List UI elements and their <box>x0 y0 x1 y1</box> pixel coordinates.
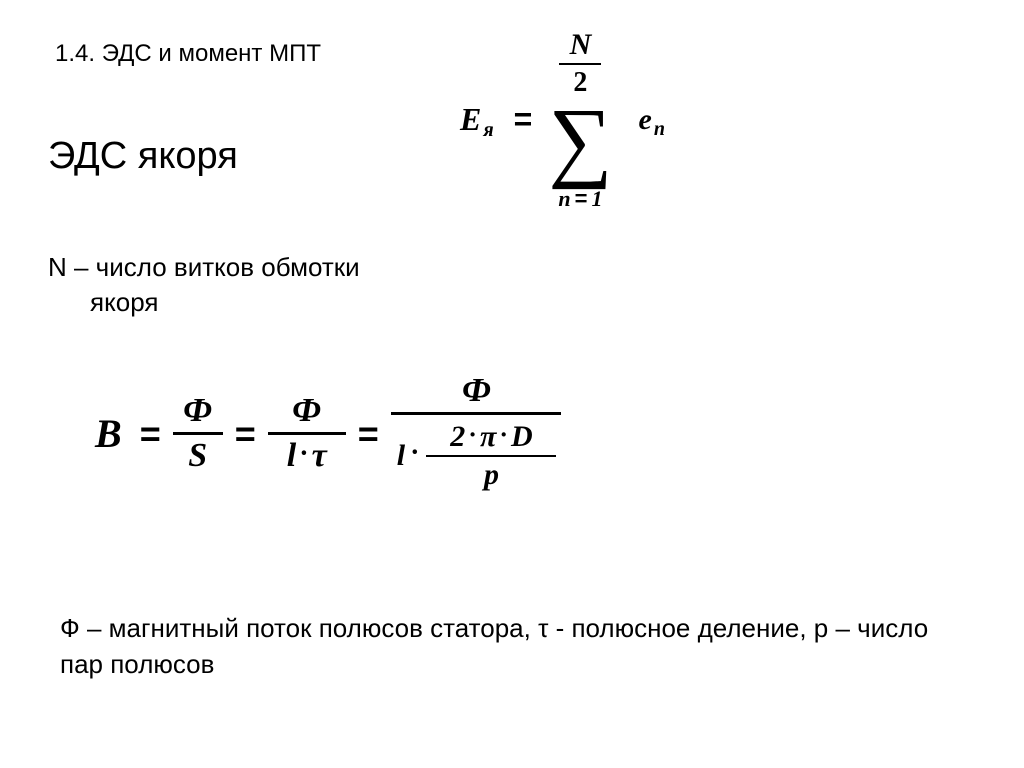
fraction-3: Ф l· 2·π·D p <box>391 370 563 497</box>
dot2: · <box>499 420 508 449</box>
sum-upper-limit: N 2 <box>559 30 601 97</box>
dot-outer: · <box>410 437 419 468</box>
section-number: 1.4. ЭДС и момент МПТ <box>55 40 321 68</box>
subfrac-den: p <box>478 457 505 493</box>
lower-eq: = <box>575 186 588 211</box>
sub-2: 2 <box>450 420 465 453</box>
sub-pi: π <box>480 420 496 453</box>
equals-2: = <box>235 413 256 455</box>
frac1-num: Ф <box>177 390 218 432</box>
den-l-outer: l <box>397 441 405 471</box>
sigma-symbol: ∑ <box>548 103 612 180</box>
subscript-n: n <box>654 118 665 141</box>
var-e: e <box>639 103 652 137</box>
var-E: E <box>460 101 481 138</box>
armature-emf-formula: Eя = N 2 ∑ n=1 en <box>460 30 665 210</box>
subscript-ya: я <box>483 119 493 142</box>
n-def-line1: N – число витков обмотки <box>48 252 360 282</box>
equals-3: = <box>358 413 379 455</box>
frac3-num: Ф <box>456 370 497 412</box>
upper-num: N <box>566 30 596 63</box>
frac2-num: Ф <box>286 390 327 432</box>
equals-sign: = <box>514 101 533 138</box>
frac2-den: l·τ <box>281 435 333 477</box>
fraction-2: Ф l·τ <box>268 390 346 477</box>
lower-var: n <box>558 186 570 211</box>
lower-val: 1 <box>591 186 602 211</box>
equals-1: = <box>140 413 161 455</box>
sub-D: D <box>511 420 533 453</box>
n-definition: N – число витков обмотки якоря <box>48 250 428 320</box>
formula-lhs: Eя <box>460 101 494 138</box>
slide-page: 1.4. ЭДС и момент МПТ ЭДС якоря Eя = N 2… <box>0 0 1024 768</box>
var-B: B <box>95 410 122 457</box>
dot1: · <box>468 420 477 449</box>
den-l: l <box>287 437 296 474</box>
sum-lower-limit: n=1 <box>558 188 602 210</box>
page-heading: ЭДС якоря <box>48 135 238 178</box>
fraction-1: Ф S <box>173 390 223 477</box>
den-tau: τ <box>312 437 327 474</box>
n-def-line2: якоря <box>48 285 428 320</box>
dot: · <box>299 438 308 469</box>
subfrac-num: 2·π·D <box>444 419 538 455</box>
formula-rhs: en <box>639 103 665 137</box>
footer-definitions: Ф – магнитный поток полюсов статора, τ -… <box>60 610 940 683</box>
summation-block: N 2 ∑ n=1 <box>548 30 612 210</box>
flux-density-formula: B = Ф S = Ф l·τ = Ф l· 2·π·D <box>95 370 562 497</box>
frac3-den: l· 2·π·D p <box>391 415 563 498</box>
sub-fraction: 2·π·D p <box>426 419 556 494</box>
frac1-den: S <box>182 435 213 477</box>
